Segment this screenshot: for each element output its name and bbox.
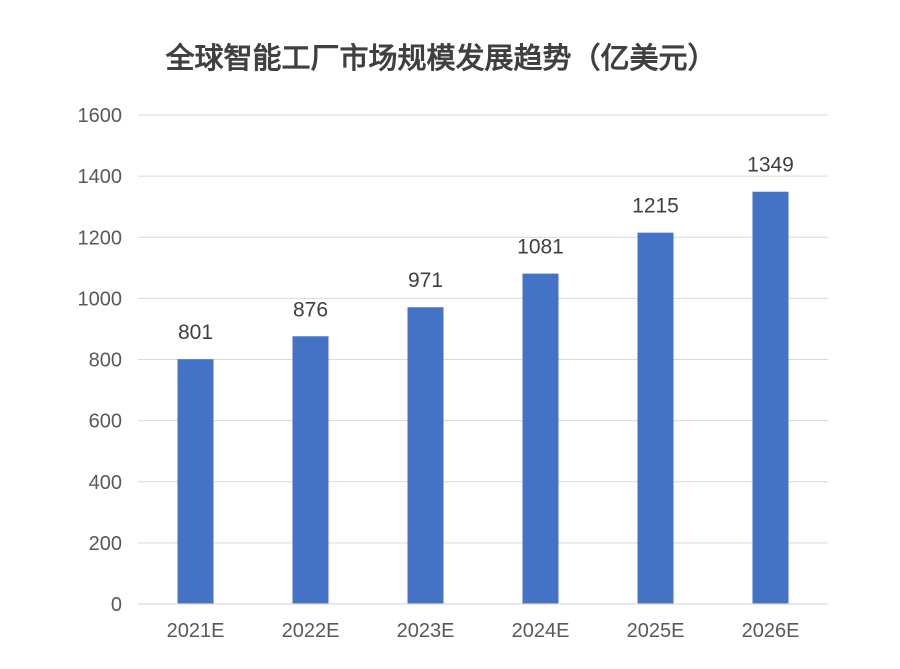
data-label: 876 — [293, 298, 328, 321]
bar-2021E — [177, 359, 214, 604]
chart-title: 全球智能工厂市场规模发展趋势（亿美元） — [164, 41, 716, 75]
bar-2022E — [292, 336, 329, 604]
data-label: 1081 — [517, 236, 564, 259]
y-tick-label: 200 — [89, 533, 122, 555]
bar-2025E — [637, 232, 674, 604]
x-tick-label: 2023E — [397, 620, 455, 642]
y-tick-label: 1200 — [78, 227, 123, 249]
y-tick-label: 600 — [89, 411, 122, 433]
data-label: 971 — [408, 269, 443, 292]
x-tick-label: 2026E — [742, 620, 800, 642]
bar-2024E — [522, 273, 559, 604]
data-label: 1349 — [747, 154, 794, 177]
bars — [177, 191, 789, 605]
data-label: 1215 — [632, 195, 679, 218]
y-tick-label: 1000 — [78, 288, 123, 310]
y-tick-label: 1400 — [78, 166, 123, 188]
x-axis-ticks: 2021E 2022E 2023E 2024E 2025E 2026E — [167, 620, 800, 642]
bar-2026E — [752, 191, 789, 605]
data-label: 801 — [178, 321, 213, 344]
bar-2023E — [407, 307, 444, 604]
y-tick-label: 0 — [111, 594, 122, 616]
x-tick-label: 2022E — [282, 620, 340, 642]
gridlines — [138, 114, 828, 544]
x-tick-label: 2024E — [512, 620, 570, 642]
x-tick-label: 2025E — [627, 620, 685, 642]
x-tick-label: 2021E — [167, 620, 225, 642]
y-axis-ticks: 0 200 400 600 800 1000 1200 1400 1600 — [78, 105, 123, 616]
y-tick-label: 800 — [89, 350, 122, 372]
y-tick-label: 400 — [89, 472, 122, 494]
data-labels: 801 876 971 1081 1215 1349 — [178, 154, 794, 344]
y-tick-label: 1600 — [78, 105, 123, 127]
